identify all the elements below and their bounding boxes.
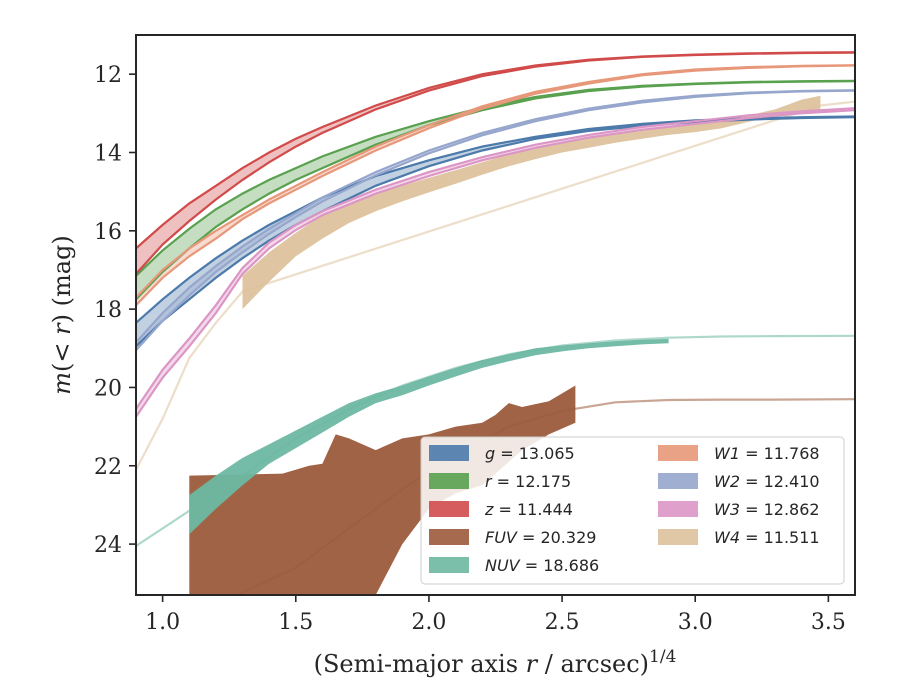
- legend-swatch-r: [429, 473, 469, 489]
- legend: g = 13.065 r = 12.175 z = 11.444 FUV = 20.3…: [420, 436, 845, 585]
- series-w3-upper-line: [136, 107, 855, 410]
- x-tick-label: 3.0: [678, 610, 713, 635]
- x-tick-label: 3.5: [811, 610, 846, 635]
- legend-label-w3: W3 = 12.862: [714, 500, 820, 519]
- legend-swatch-w1: [658, 445, 698, 461]
- x-axis-label: (Semi-major axis r / arcsec)1/4: [314, 647, 677, 678]
- x-tick-label: 2.0: [411, 610, 446, 635]
- series-fuv-model-curve: [236, 398, 855, 595]
- x-axis-ticks: 1.0 1.5 2.0 2.5 3.0 3.5: [145, 595, 846, 635]
- x-tick-label: 2.5: [545, 610, 580, 635]
- legend-swatch-nuv: [429, 557, 469, 573]
- legend-label-w2: W2 = 12.410: [714, 472, 820, 491]
- y-tick-label: 12: [94, 63, 122, 88]
- legend-swatch-w4: [658, 529, 698, 545]
- legend-box: [420, 436, 845, 585]
- y-tick-label: 14: [94, 141, 122, 166]
- y-tick-label: 22: [94, 455, 122, 480]
- legend-label-fuv: FUV = 20.329: [485, 528, 596, 547]
- legend-swatch-g: [429, 445, 469, 461]
- series-w4-model-curve: [136, 100, 855, 471]
- legend-swatch-w3: [658, 501, 698, 517]
- legend-swatch-fuv: [429, 529, 469, 545]
- y-axis-ticks: 12 14 16 18 20 22 24: [94, 63, 136, 558]
- series-z-lower-line: [136, 51, 855, 275]
- legend-label-z: z = 11.444: [484, 500, 573, 519]
- series-g-lower-line: [136, 116, 855, 348]
- legend-label-r: r = 12.175: [485, 472, 571, 491]
- y-tick-label: 16: [94, 220, 122, 245]
- y-axis-label: m(< r) (mag): [48, 235, 76, 395]
- x-tick-label: 1.0: [145, 610, 180, 635]
- legend-swatch-z: [429, 501, 469, 517]
- legend-label-w1: W1 = 11.768: [714, 444, 820, 463]
- series-nuv-model-curve: [136, 334, 855, 547]
- plot-frame: [135, 34, 856, 596]
- legend-swatch-w2: [658, 473, 698, 489]
- series-w1-lower-line: [136, 64, 855, 306]
- series-w2-upper-line: [136, 89, 855, 344]
- y-tick-label: 18: [94, 298, 122, 323]
- legend-label-w4: W4 = 11.511: [714, 528, 820, 547]
- series-w2-lower-line: [136, 89, 855, 351]
- series-w1-upper-line: [136, 64, 855, 299]
- y-tick-label: 24: [94, 533, 122, 558]
- series-lines: [136, 51, 855, 595]
- legend-label-nuv: NUV = 18.686: [485, 556, 599, 575]
- series-g-band: [136, 116, 855, 347]
- x-tick-label: 1.5: [278, 610, 313, 635]
- series-nuv-band: [189, 338, 669, 535]
- series-w3-lower-line: [136, 109, 855, 418]
- y-tick-label: 20: [94, 376, 122, 401]
- legend-label-g: g = 13.065: [485, 444, 575, 463]
